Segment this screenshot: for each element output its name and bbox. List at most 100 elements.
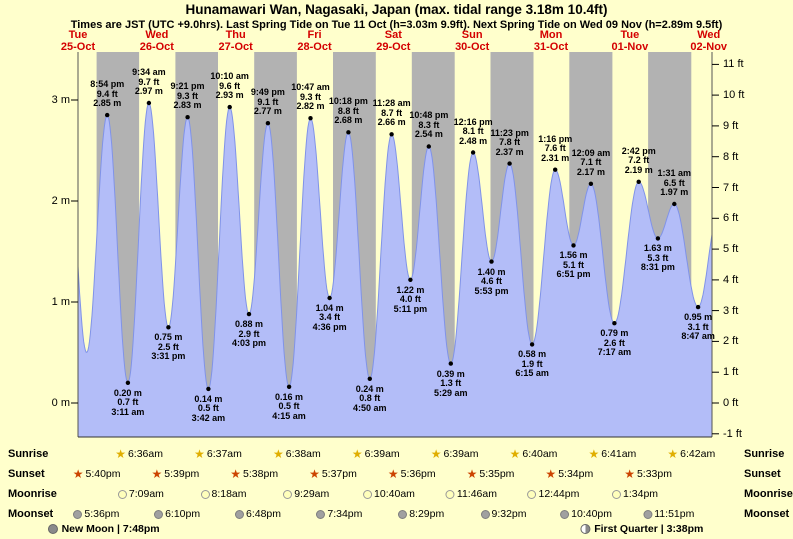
tide-label-line: 5:53 pm [474, 285, 509, 296]
sunrise-entry: ★ 6:42am [667, 447, 715, 461]
tide-label-line: 0.79 m [600, 328, 629, 339]
sunset-time: 5:39pm [164, 468, 200, 480]
almanac-row-label-left: Sunrise [8, 448, 49, 460]
tide-extreme-dot [246, 311, 252, 317]
moonset-icon [560, 509, 570, 519]
day-date: 31-Oct [533, 40, 569, 53]
tide-label-line: 0.24 m [355, 383, 384, 394]
tide-label-line: 9.3 ft [299, 91, 321, 102]
sunrise-entry: ★ 6:39am [352, 447, 400, 461]
page-subtitle: Times are JST (UTC +9.0hrs). Last Spring… [70, 19, 723, 31]
tide-extreme-dot [655, 236, 661, 241]
tide-label-line: 2.68 m [334, 115, 363, 126]
tide-high-label: 2:42 pm 7.2 ft 2.19 m [622, 146, 656, 176]
axis-label-left: 1 m [51, 296, 70, 308]
day-header: Wed 26-Oct [139, 29, 174, 53]
tide-extreme-dot [408, 277, 413, 282]
axis-label-right: 11 ft [723, 58, 744, 71]
moonrise-icon [445, 489, 455, 499]
moonrise-entry: 9:29am [283, 487, 329, 501]
moonrise-entry: 1:34pm [612, 487, 658, 501]
tide-label-line: 7.6 ft [544, 143, 566, 154]
sunset-icon: ★ [309, 467, 320, 481]
moonset-icon [643, 509, 653, 519]
tide-label-line: 7.1 ft [580, 157, 602, 168]
tide-label-line: 8:47 am [681, 331, 715, 342]
axis-label-left: 2 m [51, 195, 70, 207]
tide-low-label: 1.63 m 5.3 ft 8:31 pm [641, 244, 675, 273]
tide-extreme-dot [166, 325, 171, 330]
almanac-row-label-right: Sunset [744, 468, 781, 480]
moonset-time: 5:36pm [84, 508, 120, 520]
tide-high-label: 9:34 am 9.7 ft 2.97 m [132, 68, 166, 97]
tide-extreme-dot [636, 179, 641, 184]
tide-low-label: 0.16 m 0.5 ft 4:15 am [272, 392, 306, 422]
day-header: Wed 02-Nov [690, 29, 728, 53]
tide-high-label: 9:21 pm 9.3 ft 2.83 m [171, 82, 205, 111]
sunrise-icon: ★ [272, 447, 284, 461]
tide-label-line: 0.95 m [684, 312, 713, 323]
day-name: Tue [68, 29, 88, 41]
tide-extreme-dot [489, 259, 494, 264]
axis-label-left: 0 m [51, 397, 70, 409]
moonset-entry: 6:10pm [154, 507, 200, 521]
tide-extreme-dot [470, 150, 476, 155]
tide-label-line: 9.4 ft [96, 88, 118, 99]
sunrise-icon: ★ [194, 447, 205, 461]
day-header: Thu 27-Oct [218, 29, 253, 53]
tide-label-line: 2.97 m [134, 86, 163, 97]
moonrise-time: 8:18am [211, 488, 247, 500]
day-date: 01-Nov [611, 40, 649, 53]
moonset-entry: 7:34pm [316, 507, 362, 521]
moonset-time: 6:10pm [165, 508, 201, 520]
moonset-entry: 6:48pm [235, 507, 281, 521]
tide-low-label: 0.75 m 2.5 ft 3:31 pm [151, 333, 185, 362]
moonrise-time: 9:29am [294, 488, 330, 500]
tide-high-label: 8:54 pm 9.4 ft 2.85 m [90, 80, 124, 109]
almanac-row-label-right: Moonrise [744, 488, 793, 500]
tide-label-line: 0.88 m [234, 319, 263, 330]
tide-label-line: 0.8 ft [359, 393, 381, 404]
tide-label-line: 4:36 pm [312, 321, 347, 332]
tide-label-line: 1.3 ft [440, 378, 462, 389]
moonset-time: 7:34pm [327, 508, 363, 520]
axis-label-left: 3 m [51, 94, 70, 106]
sunrise-icon: ★ [351, 447, 363, 461]
tide-label-line: 5.3 ft [647, 252, 669, 263]
moonrise-icon [117, 489, 127, 499]
axis-label-right: 5 ft [723, 243, 739, 256]
sunset-time: 5:40pm [85, 468, 121, 480]
tide-label-line: 2.5 ft [157, 341, 179, 352]
tide-label-line: 1.56 m [559, 250, 588, 261]
almanac-row-label-right: Moonset [744, 508, 790, 520]
day-date: 25-Oct [60, 40, 96, 53]
sunrise-entry: ★ 6:39am [431, 447, 479, 461]
sunset-entry: ★ 5:36pm [388, 467, 436, 481]
sunrise-icon: ★ [588, 447, 600, 461]
tide-extreme-dot [612, 321, 617, 326]
sunrise-time: 6:37am [206, 448, 242, 460]
day-date: 26-Oct [139, 40, 174, 53]
tide-label-line: 0.14 m [194, 393, 223, 404]
tide-label-line: 1:16 pm [538, 133, 573, 144]
tide-label-line: 7.2 ft [628, 155, 650, 166]
tide-low-label: 0.24 m 0.8 ft 4:50 am [353, 383, 387, 414]
moon-phase-note: New Moon | 7:48pm [47, 522, 160, 536]
day-header: Mon 31-Oct [533, 29, 569, 53]
tide-high-label: 10:18 pm 8.8 ft 2.68 m [329, 97, 368, 126]
sunrise-icon: ★ [667, 447, 679, 461]
moonset-time: 8:29pm [409, 508, 445, 520]
sunrise-time: 6:40am [522, 448, 558, 460]
moonset-entry: 11:51pm [643, 507, 694, 521]
moonrise-entry: 10:40am [363, 487, 415, 501]
tide-label-line: 0.5 ft [197, 403, 219, 414]
day-date: 02-Nov [690, 40, 728, 53]
tide-label-line: 9:34 am [132, 67, 166, 78]
moonset-icon [73, 509, 83, 519]
tide-extreme-dot [185, 115, 190, 120]
tide-label-line: 2.19 m [624, 164, 653, 175]
day-date: 27-Oct [218, 40, 253, 53]
sunrise-icon: ★ [509, 447, 521, 461]
